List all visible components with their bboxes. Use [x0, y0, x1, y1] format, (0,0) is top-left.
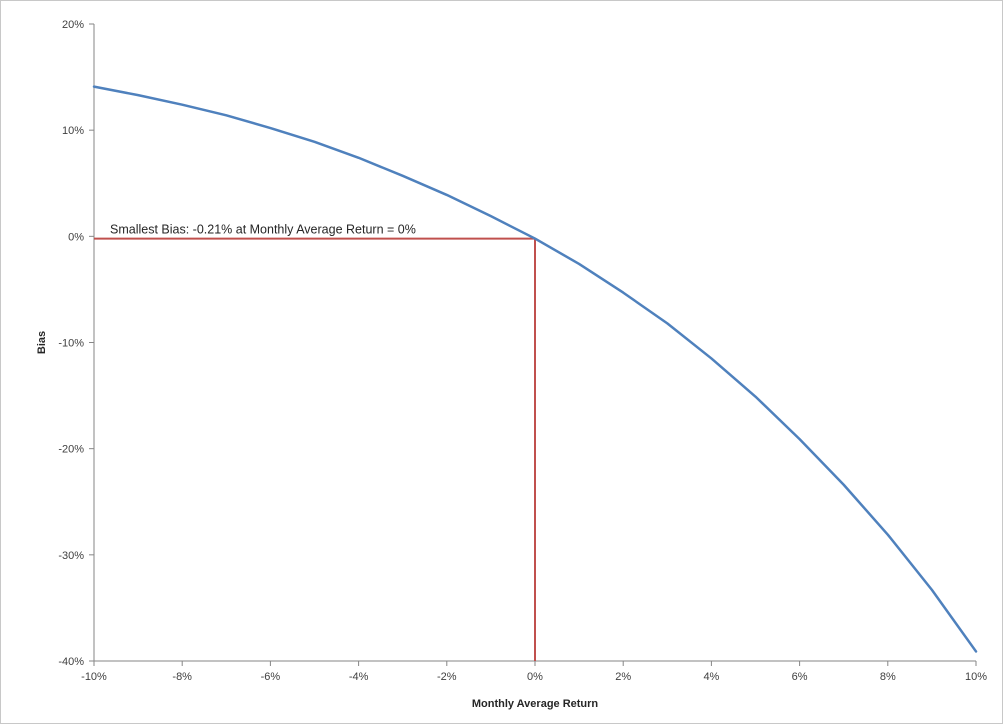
x-tick-label: 10%: [965, 671, 987, 683]
x-tick-label: 8%: [880, 671, 896, 683]
y-tick-label: 20%: [62, 19, 84, 31]
series-layer: [92, 85, 978, 653]
y-tick-label: -10%: [58, 338, 84, 350]
annotation-text: Smallest Bias: -0.21% at Monthly Average…: [110, 223, 416, 237]
y-tick-label: 10%: [62, 125, 84, 137]
x-tick-label: -2%: [437, 671, 457, 683]
x-tick-label: 2%: [615, 671, 631, 683]
y-tick-label: -40%: [58, 656, 84, 668]
x-tick-label: -8%: [172, 671, 192, 683]
x-axis-title: Monthly Average Return: [472, 698, 599, 710]
labels-layer: Monthly Average Return Bias Smallest Bia…: [36, 19, 987, 710]
x-tick-label: 4%: [703, 671, 719, 683]
y-axis-title: Bias: [36, 331, 48, 354]
x-tick-label: 0%: [527, 671, 543, 683]
x-tick-label: -10%: [81, 671, 107, 683]
reference-lines: [94, 237, 536, 661]
x-tick-label: -4%: [349, 671, 369, 683]
x-tick-label: 6%: [792, 671, 808, 683]
x-tick-label: -6%: [261, 671, 281, 683]
y-tick-label: -20%: [58, 444, 84, 456]
y-tick-label: 0%: [68, 231, 84, 243]
y-tick-label: -30%: [58, 550, 84, 562]
axes: [89, 23, 977, 666]
series-line: [92, 85, 978, 653]
